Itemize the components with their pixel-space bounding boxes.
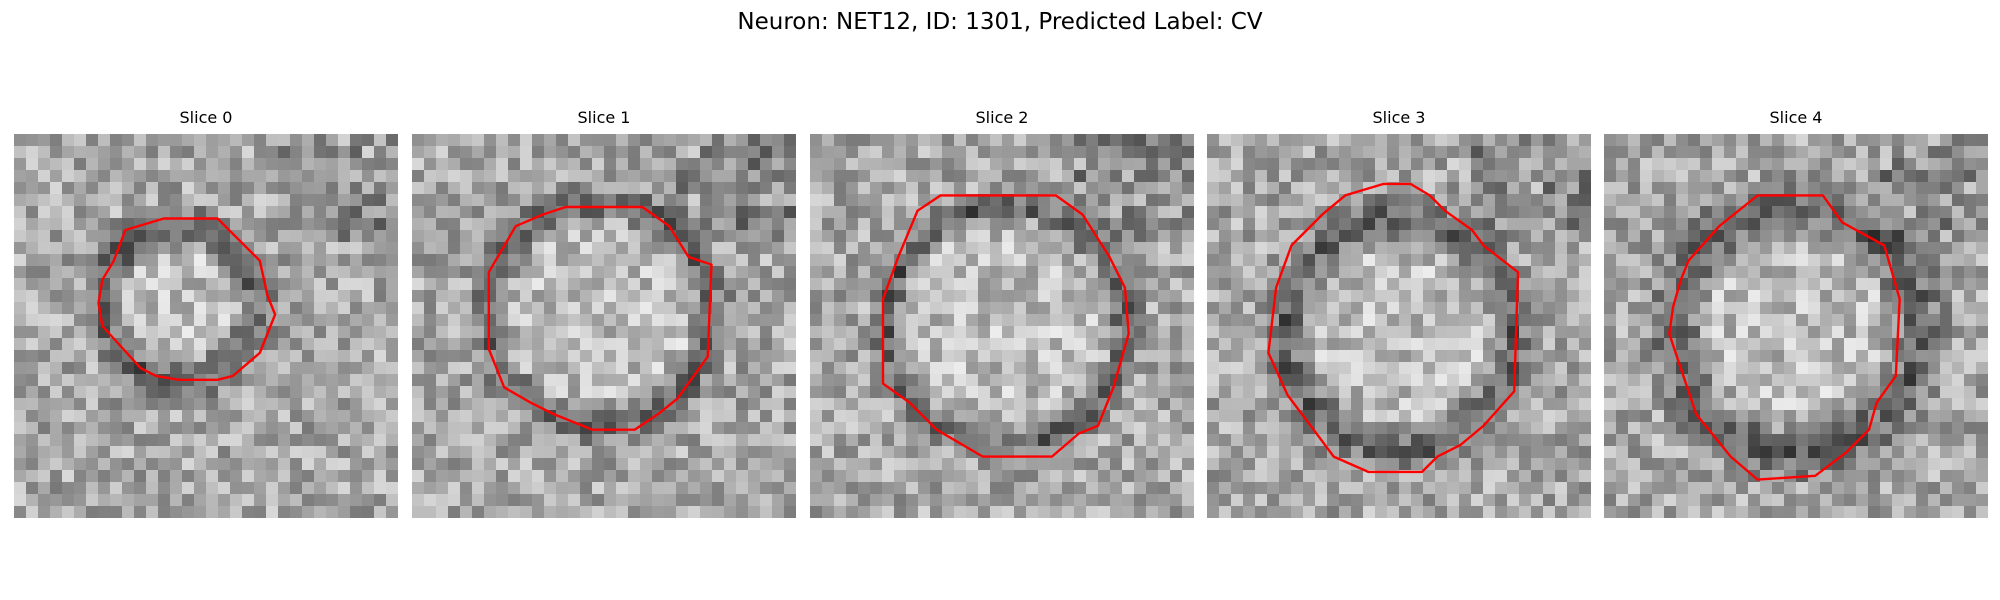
slice-panel-1: Slice 1 bbox=[412, 108, 796, 518]
slice-image-0 bbox=[14, 134, 398, 518]
slice-title-2: Slice 2 bbox=[975, 108, 1029, 127]
slice-svg-4 bbox=[1604, 134, 1988, 518]
contour-outline-3 bbox=[1267, 182, 1520, 474]
slice-title-1: Slice 1 bbox=[577, 108, 631, 127]
slice-title-4: Slice 4 bbox=[1769, 108, 1823, 127]
contour-outline-2 bbox=[881, 194, 1130, 458]
slice-pixels-2 bbox=[810, 134, 1194, 518]
slice-image-3 bbox=[1207, 134, 1591, 518]
slice-pixels-1 bbox=[412, 134, 796, 518]
slice-svg-0 bbox=[14, 134, 398, 518]
contour-outline-4 bbox=[1668, 194, 1901, 481]
slice-panel-4: Slice 4 bbox=[1604, 108, 1988, 518]
slice-pixels-4 bbox=[1604, 134, 1988, 518]
figure-title: Neuron: NET12, ID: 1301, Predicted Label… bbox=[737, 9, 1263, 35]
slice-panel-3: Slice 3 bbox=[1207, 108, 1591, 518]
slice-svg-3 bbox=[1207, 134, 1591, 518]
slice-pixels-3 bbox=[1207, 134, 1591, 518]
slice-pixels-0 bbox=[14, 134, 398, 518]
slice-panel-0: Slice 0 bbox=[14, 108, 398, 518]
slice-image-2 bbox=[810, 134, 1194, 518]
slice-title-0: Slice 0 bbox=[179, 108, 233, 127]
slice-svg-1 bbox=[412, 134, 796, 518]
contour-outline-0 bbox=[97, 217, 277, 382]
slice-title-3: Slice 3 bbox=[1372, 108, 1426, 127]
slice-panel-2: Slice 2 bbox=[810, 108, 1194, 518]
contour-outline-1 bbox=[487, 205, 713, 431]
slice-svg-2 bbox=[810, 134, 1194, 518]
slice-image-4 bbox=[1604, 134, 1988, 518]
slice-image-1 bbox=[412, 134, 796, 518]
